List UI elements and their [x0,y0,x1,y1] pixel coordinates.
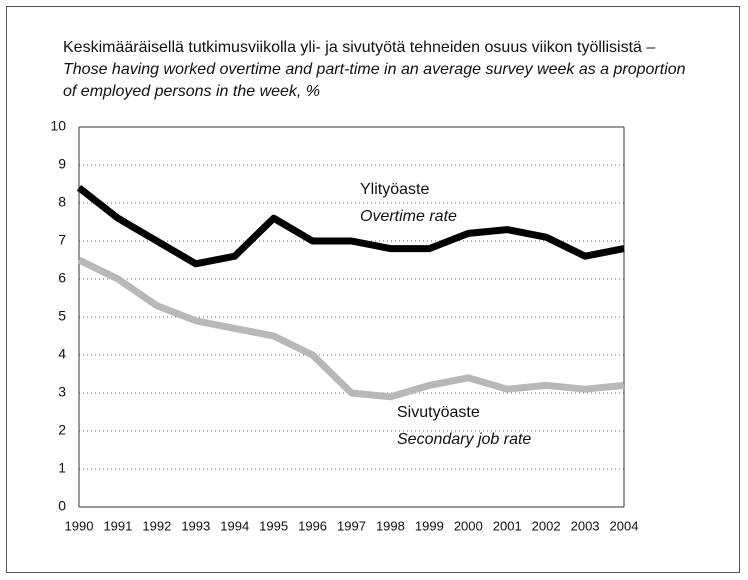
x-tick-label: 1996 [298,518,327,533]
y-tick-label: 1 [58,460,66,476]
series-line [76,185,625,268]
y-tick-label: 6 [58,270,66,286]
x-tick-label: 2004 [610,518,639,533]
chart-title: Keskimääräisellä tutkimusviikolla yli- j… [63,39,642,56]
x-tick-label: 2001 [493,518,522,533]
chart-title-block: Keskimääräisellä tutkimusviikolla yli- j… [63,37,703,103]
x-tick-label: 2002 [532,518,561,533]
y-tick-label: 10 [50,118,66,134]
series-label: Ylityöaste [360,181,429,198]
x-tick-label: 1994 [220,518,249,533]
y-tick-label: 8 [58,194,66,210]
y-tick-label: 2 [58,422,66,438]
series-line [77,256,625,401]
x-tick-label: 1999 [415,518,444,533]
y-tick-label: 9 [58,156,66,172]
series-label-en: Overtime rate [360,208,457,225]
x-tick-label: 1998 [376,518,405,533]
x-tick-label: 1995 [259,518,288,533]
x-tick-label: 1993 [181,518,210,533]
x-tick-label: 2000 [454,518,483,533]
x-tick-label: 1997 [337,518,366,533]
y-tick-label: 0 [58,498,66,514]
x-tick-label: 2003 [571,518,600,533]
x-tick-label: 1990 [65,518,94,533]
y-tick-label: 5 [58,308,66,324]
series-label: Sivutyöaste [397,404,480,421]
frame [6,6,740,573]
y-tick-label: 3 [58,384,66,400]
chart-subtitle: – Those having worked overtime and part-… [63,39,686,100]
x-tick-label: 1992 [142,518,171,533]
y-tick-label: 7 [58,232,66,248]
x-tick-label: 1991 [103,518,132,533]
y-tick-label: 4 [58,346,66,362]
series-label-en: Secondary job rate [397,431,531,448]
